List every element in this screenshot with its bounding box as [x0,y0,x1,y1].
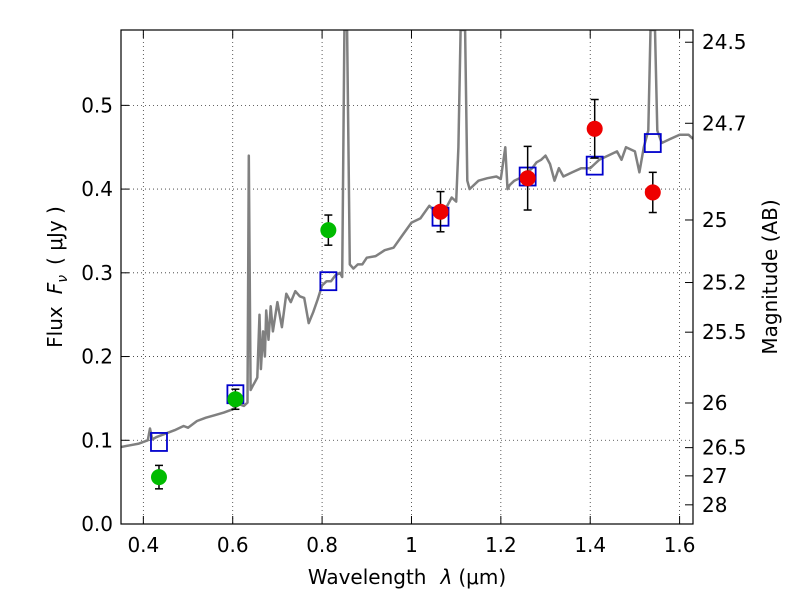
plot-area [121,30,693,490]
observed-point [644,184,661,201]
y2-tick-label: 25.2 [702,271,747,295]
y2-tick-label: 24.7 [702,111,747,135]
model-photometry-square [643,133,662,153]
x-tick-label: 1.6 [664,533,696,557]
y-tick-label: 0.3 [81,261,113,285]
y-tick-label: 0.2 [81,345,113,369]
y2-tick-label: 27 [702,464,727,488]
x-tick-label: 1 [405,533,418,557]
y2-tick-label: 26.5 [702,436,747,460]
model-photometry-square [319,271,338,292]
y-tick-label: 0.5 [81,93,113,117]
y-tick-label: 0.4 [81,177,113,201]
observed-point [519,170,536,187]
y2-axis-label: Magnitude (AB) [758,199,782,354]
y-tick-label: 0.1 [81,428,113,452]
model-photometry-square [150,432,168,452]
y-tick-label: 0.0 [81,512,113,536]
x-tick-label: 1.4 [574,533,606,557]
observed-point [320,222,337,239]
y-axis-label: FluxFν( μJy ) [43,206,71,348]
observed-point [227,391,244,408]
y2-tick-label: 26 [702,391,727,415]
x-axis-label: Wavelength λ (μm) [308,565,506,589]
x-tick-label: 0.6 [217,533,249,557]
plot-frame [120,29,694,525]
x-tick-label: 1.2 [485,533,517,557]
y2-tick-label: 28 [702,493,727,517]
y2-tick-label: 25.5 [702,320,747,344]
y2-tick-label: 25 [702,208,727,232]
x-tick-label: 0.4 [127,533,159,557]
observed-point [586,120,603,137]
observed-point [432,203,449,220]
model-sed-line [121,30,693,449]
observed-point [150,469,167,486]
grid [121,30,693,525]
x-tick-label: 0.8 [306,533,338,557]
y2-tick-label: 24.5 [702,30,747,54]
axis-ticks: 0.4 0.6 0.8 1 1.2 1.4 1.6 0.0 0.1 0.2 0.3 0.4 0.5 24.… [81,30,747,557]
